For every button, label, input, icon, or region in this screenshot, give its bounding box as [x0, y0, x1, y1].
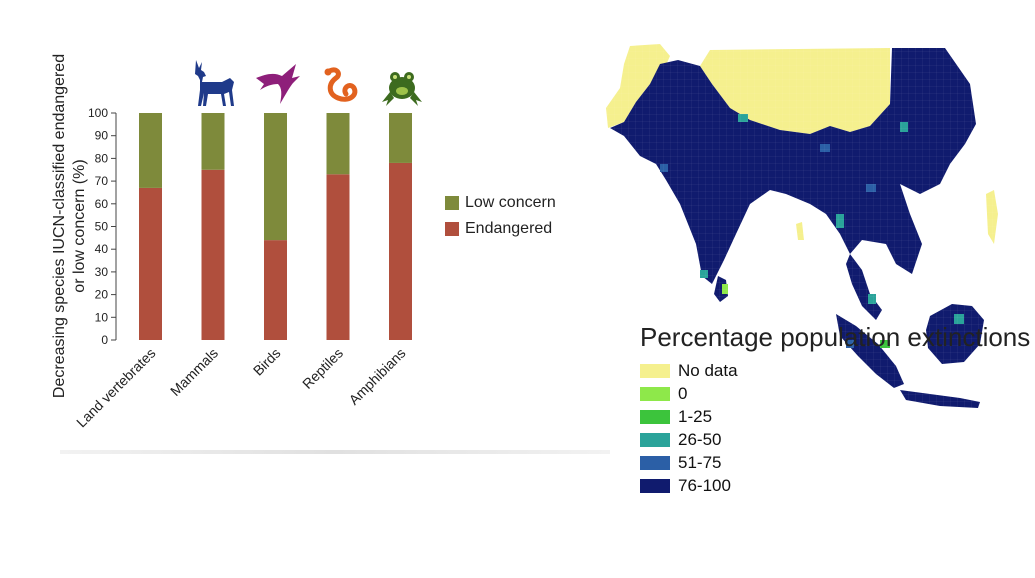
bird-icon: [256, 64, 300, 104]
map-legend-label: 0: [678, 383, 688, 403]
map-legend-label: 76-100: [678, 475, 731, 495]
map-legend-items: No data 0 1-25 26-50 51-75 76-100: [640, 359, 1030, 497]
y-axis-title: Decreasing species IUCN-classified endan…: [51, 54, 88, 398]
map-legend-item: 0: [640, 382, 1030, 405]
map-legend-swatch: [640, 432, 670, 447]
x-tick-label: Land vertebrates: [73, 345, 159, 431]
y-tick-label: 10: [95, 310, 109, 324]
map-legend-swatch: [640, 386, 670, 401]
map-legend-label: 51-75: [678, 452, 722, 472]
map-legend-title: Percentage population extinctions: [640, 322, 1031, 352]
bar-low-concern: [201, 113, 225, 170]
divider-shadow: [60, 450, 610, 454]
x-tick-label: Amphibians: [346, 345, 409, 408]
map-legend-item: No data: [640, 359, 1030, 382]
map-legend-swatch: [640, 455, 670, 470]
map-legend-label: No data: [678, 360, 738, 380]
x-tick-label: Reptiles: [299, 345, 346, 392]
map-svg: [600, 44, 1010, 414]
snake-icon: [324, 67, 358, 102]
chart-legend: Low concern Endangered: [445, 190, 556, 242]
legend-item-low-concern: Low concern: [445, 190, 556, 216]
legend-swatch-endangered: [445, 222, 459, 236]
bar-endangered: [201, 169, 225, 340]
animal-icons: [195, 60, 422, 106]
bar-low-concern: [139, 113, 162, 188]
axes: 0 10 20 30 40 50 60 70 80 90 100: [88, 106, 117, 347]
bar-endangered: [389, 162, 412, 340]
bars: [139, 113, 412, 340]
y-tick-label: 90: [95, 129, 109, 143]
asia-extinction-map: [600, 44, 1010, 414]
y-tick-label: 60: [95, 197, 109, 211]
y-tick-label: 20: [95, 288, 109, 302]
x-tick-labels: Land vertebrates Mammals Birds Reptiles Amph…: [73, 345, 409, 431]
bar-chart: Decreasing species IUCN-classified endan…: [51, 54, 422, 431]
legend-label-low-concern: Low concern: [465, 194, 556, 211]
y-tick-label: 100: [88, 106, 108, 120]
map-legend: Percentage population extinctions No dat…: [640, 322, 1030, 497]
x-tick-label: Birds: [250, 345, 284, 379]
map-legend-swatch: [640, 478, 670, 493]
y-tick-label: 40: [95, 242, 109, 256]
map-legend-swatch: [640, 363, 670, 378]
bar-endangered: [326, 174, 350, 340]
map-legend-item: 51-75: [640, 451, 1030, 474]
deer-icon: [195, 60, 234, 106]
legend-swatch-low-concern: [445, 196, 459, 210]
map-legend-item: 26-50: [640, 428, 1030, 451]
y-tick-label: 50: [95, 220, 109, 234]
bar-low-concern: [326, 113, 350, 175]
bar-endangered: [139, 187, 162, 340]
map-legend-label: 1-25: [678, 406, 713, 426]
map-legend-item: 1-25: [640, 405, 1030, 428]
y-tick-label: 80: [95, 151, 109, 165]
frog-icon: [382, 72, 422, 106]
y-tick-label: 70: [95, 174, 109, 188]
bar-low-concern: [389, 113, 412, 163]
map-legend-label: 26-50: [678, 429, 722, 449]
y-axis-label: Decreasing species IUCN-classified endan…: [51, 54, 88, 398]
legend-label-endangered: Endangered: [465, 220, 553, 237]
y-tick-label: 0: [101, 333, 108, 347]
bar-endangered: [264, 240, 287, 340]
x-tick-label: Mammals: [167, 345, 221, 399]
bar-low-concern: [264, 113, 287, 241]
legend-item-endangered: Endangered: [445, 216, 556, 242]
y-tick-label: 30: [95, 265, 109, 279]
map-legend-swatch: [640, 409, 670, 424]
map-legend-item: 76-100: [640, 474, 1030, 497]
